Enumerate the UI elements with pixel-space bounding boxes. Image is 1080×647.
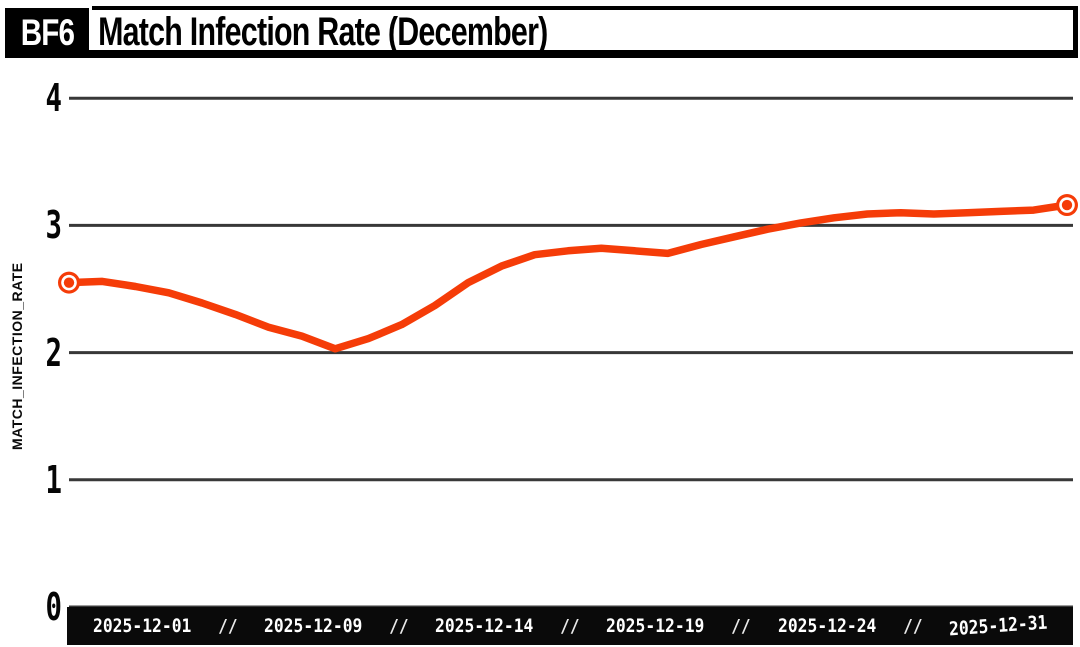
gridlines: [69, 96, 1073, 609]
badge-label: BF6: [20, 11, 74, 53]
x-tick-label: 2025-12-24: [777, 615, 877, 637]
badge: BF6: [5, 8, 89, 57]
x-axis-bar: 2025-12-01 // 2025-12-09 // 2025-12-14 // 2025…: [67, 607, 1073, 645]
x-tick-separator: //: [388, 615, 409, 637]
series-line: [65, 201, 1071, 353]
header-underline: [5, 50, 1078, 58]
x-tick-label: 2025-12-19: [606, 615, 705, 637]
page-title: Match Infection Rate (December): [98, 9, 548, 54]
x-tick-separator: //: [560, 615, 580, 637]
x-tick-label: 2025-12-14: [435, 615, 534, 637]
x-tick-label: 2025-12-09: [263, 615, 363, 637]
x-tick-label: 2025-12-31: [948, 611, 1048, 641]
y-tick-label-2: 2: [45, 330, 62, 375]
x-tick-separator: //: [902, 615, 923, 637]
y-tick-label-4: 4: [45, 76, 62, 121]
marker-circle: [63, 277, 75, 288]
end-point-marker: [1056, 194, 1078, 217]
x-tick-separator: //: [217, 615, 238, 637]
x-tick-label: 2025-12-01: [92, 615, 191, 637]
marker-circle: [1061, 199, 1073, 211]
y-tick-label-3: 3: [45, 203, 62, 248]
title-box: Match Infection Rate (December): [92, 6, 1078, 54]
y-tick-label-1: 1: [45, 457, 62, 502]
x-tick-separator: //: [731, 615, 751, 637]
start-point-marker: [58, 271, 80, 294]
y-tick-label-0: 0: [45, 585, 62, 629]
